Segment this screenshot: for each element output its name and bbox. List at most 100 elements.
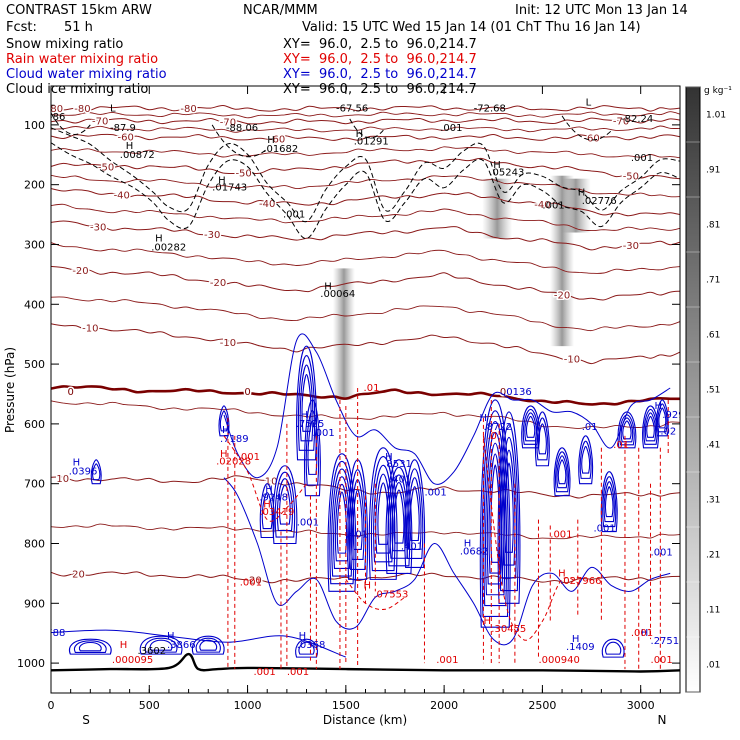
cloud-water-contour (499, 424, 519, 592)
x-tick-label: 1500 (332, 699, 360, 712)
cloud-water-contour (191, 635, 225, 655)
rain-contour (345, 579, 406, 611)
cloud-water-annotation: H (299, 631, 307, 642)
cloud-ice-annotation: H (155, 233, 163, 244)
cloud-water-annotation: H (167, 631, 175, 642)
temperature-contour-label: 20 (249, 576, 262, 587)
y-tick-label: 200 (24, 179, 45, 192)
temperature-contour-label: -80 (180, 104, 196, 115)
cloud-water-contour (334, 483, 349, 562)
cloud-water-envelope (51, 629, 346, 658)
cloud-water-contour (605, 641, 622, 655)
rain-annotation: H (558, 568, 566, 579)
cloud-water-contour (139, 635, 183, 655)
temperature-contour-label: -10 (82, 324, 98, 335)
cloud-ice-annotation: .001 (440, 123, 462, 134)
cloud-water-contour (644, 412, 657, 442)
colorbar-label: .91 (706, 166, 720, 176)
cloud-water-contour (646, 415, 655, 438)
y-tick-label: 400 (24, 298, 45, 311)
rain-annotation: .01 (613, 440, 629, 451)
cloud-ice-contour (51, 142, 680, 239)
y-tick-label: 1000 (17, 657, 45, 670)
cloud-water-annotation: .001 (424, 488, 446, 499)
endpoint-left: S (82, 713, 90, 727)
rain-annotation: .001 (631, 628, 653, 639)
temperature-contour-label: -70 (220, 118, 236, 129)
cloud-water-annotation: .401 (389, 474, 411, 485)
rain-annotation: .001 (287, 667, 309, 678)
temperature-contour (51, 111, 680, 119)
cloud-water-contour (259, 483, 275, 539)
rain-annotation: .001 (436, 655, 458, 666)
rain-contour (482, 435, 582, 641)
temperature-contour (51, 523, 680, 540)
cloud-water-contour (479, 399, 511, 628)
rain-annotation: .30455 (491, 624, 526, 635)
cloud-water-contour (336, 491, 348, 554)
x-tick-label: 0 (48, 699, 55, 712)
model-title: CONTRAST 15km ARW (6, 3, 152, 18)
cloud-ice-contour (349, 118, 386, 139)
cloud-water-annotation: H (265, 485, 273, 496)
cloud-water-contour (657, 403, 668, 433)
cloud-water-annotation: .788 (43, 628, 65, 639)
y-tick-label: 500 (24, 358, 45, 371)
temperature-contour (51, 265, 680, 301)
cloud-water-contour (604, 486, 614, 518)
cloud-water-annotation: .0136 (503, 387, 532, 398)
cloud-ice-annotation: .01743 (212, 183, 247, 194)
cloud-ice-annotation: L (110, 104, 116, 115)
y-tick-label: 800 (24, 537, 45, 550)
cloud-water-contour (327, 453, 357, 592)
snow-shading-plume (332, 268, 355, 400)
x-tick-label: 500 (139, 699, 160, 712)
cloud-water-annotation: .01 (582, 422, 598, 433)
cloud-water-contour (333, 476, 351, 569)
field-name-snow: Snow mixing ratio (6, 37, 124, 52)
cloud-water-annotation: .001 (297, 518, 319, 529)
rain-annotation: .001 (651, 655, 673, 666)
temperature-contour (51, 157, 680, 180)
valid-time: Valid: 15 UTC Wed 15 Jan 14 (01 ChT Thu … (302, 20, 641, 35)
cloud-water-envelope (223, 477, 671, 646)
temperature-contour (51, 146, 680, 159)
cloud-water-annotation: .2751 (651, 636, 680, 647)
cloud-ice-annotation: .01291 (354, 137, 389, 148)
cloud-water-contour (504, 462, 514, 553)
freezing-level-contour (51, 385, 680, 406)
cloud-water-contour (525, 415, 536, 438)
rain-annotation: H (263, 500, 271, 511)
cloud-water-contour (622, 420, 632, 440)
fcst-label: Fcst: (6, 20, 37, 35)
temperature-contour (51, 220, 680, 251)
rain-annotation: .027966 (560, 576, 601, 587)
y-tick-label: 300 (24, 238, 45, 251)
cloud-water-contour (370, 456, 396, 572)
endpoint-right: N (658, 713, 667, 727)
cloud-water-annotation: .001 (651, 547, 673, 558)
colorbar-label: .31 (706, 496, 720, 506)
cloud-water-contour (409, 486, 420, 542)
rain-annotation: H (220, 449, 228, 460)
temperature-contour (51, 133, 680, 141)
cloud-water-contour (536, 417, 549, 461)
temperature-contour-label: -20 (210, 278, 226, 289)
y-tick-label: 600 (24, 418, 45, 431)
cloud-water-contour (601, 638, 625, 658)
cloud-ice-contour (51, 127, 680, 223)
cloud-water-annotation: .9248 (259, 492, 288, 503)
cloud-water-contour (347, 459, 369, 580)
cloud-ice-annotation: H (324, 281, 332, 292)
cloud-water-annotation: H (222, 425, 230, 436)
cloud-water-annotation: H (464, 538, 472, 549)
cloud-water-contour (297, 355, 316, 451)
cloud-ice-annotation: H (356, 129, 364, 140)
fcst-value: 51 h (64, 20, 93, 35)
cloud-ice-annotation: .001 (542, 201, 564, 212)
rain-annotation: .001 (240, 577, 262, 588)
temperature-contour (51, 242, 680, 274)
cloud-water-contour (497, 411, 521, 604)
cloud-ice-annotation: H (493, 160, 501, 171)
cloud-water-annotation: .401 (401, 541, 423, 552)
